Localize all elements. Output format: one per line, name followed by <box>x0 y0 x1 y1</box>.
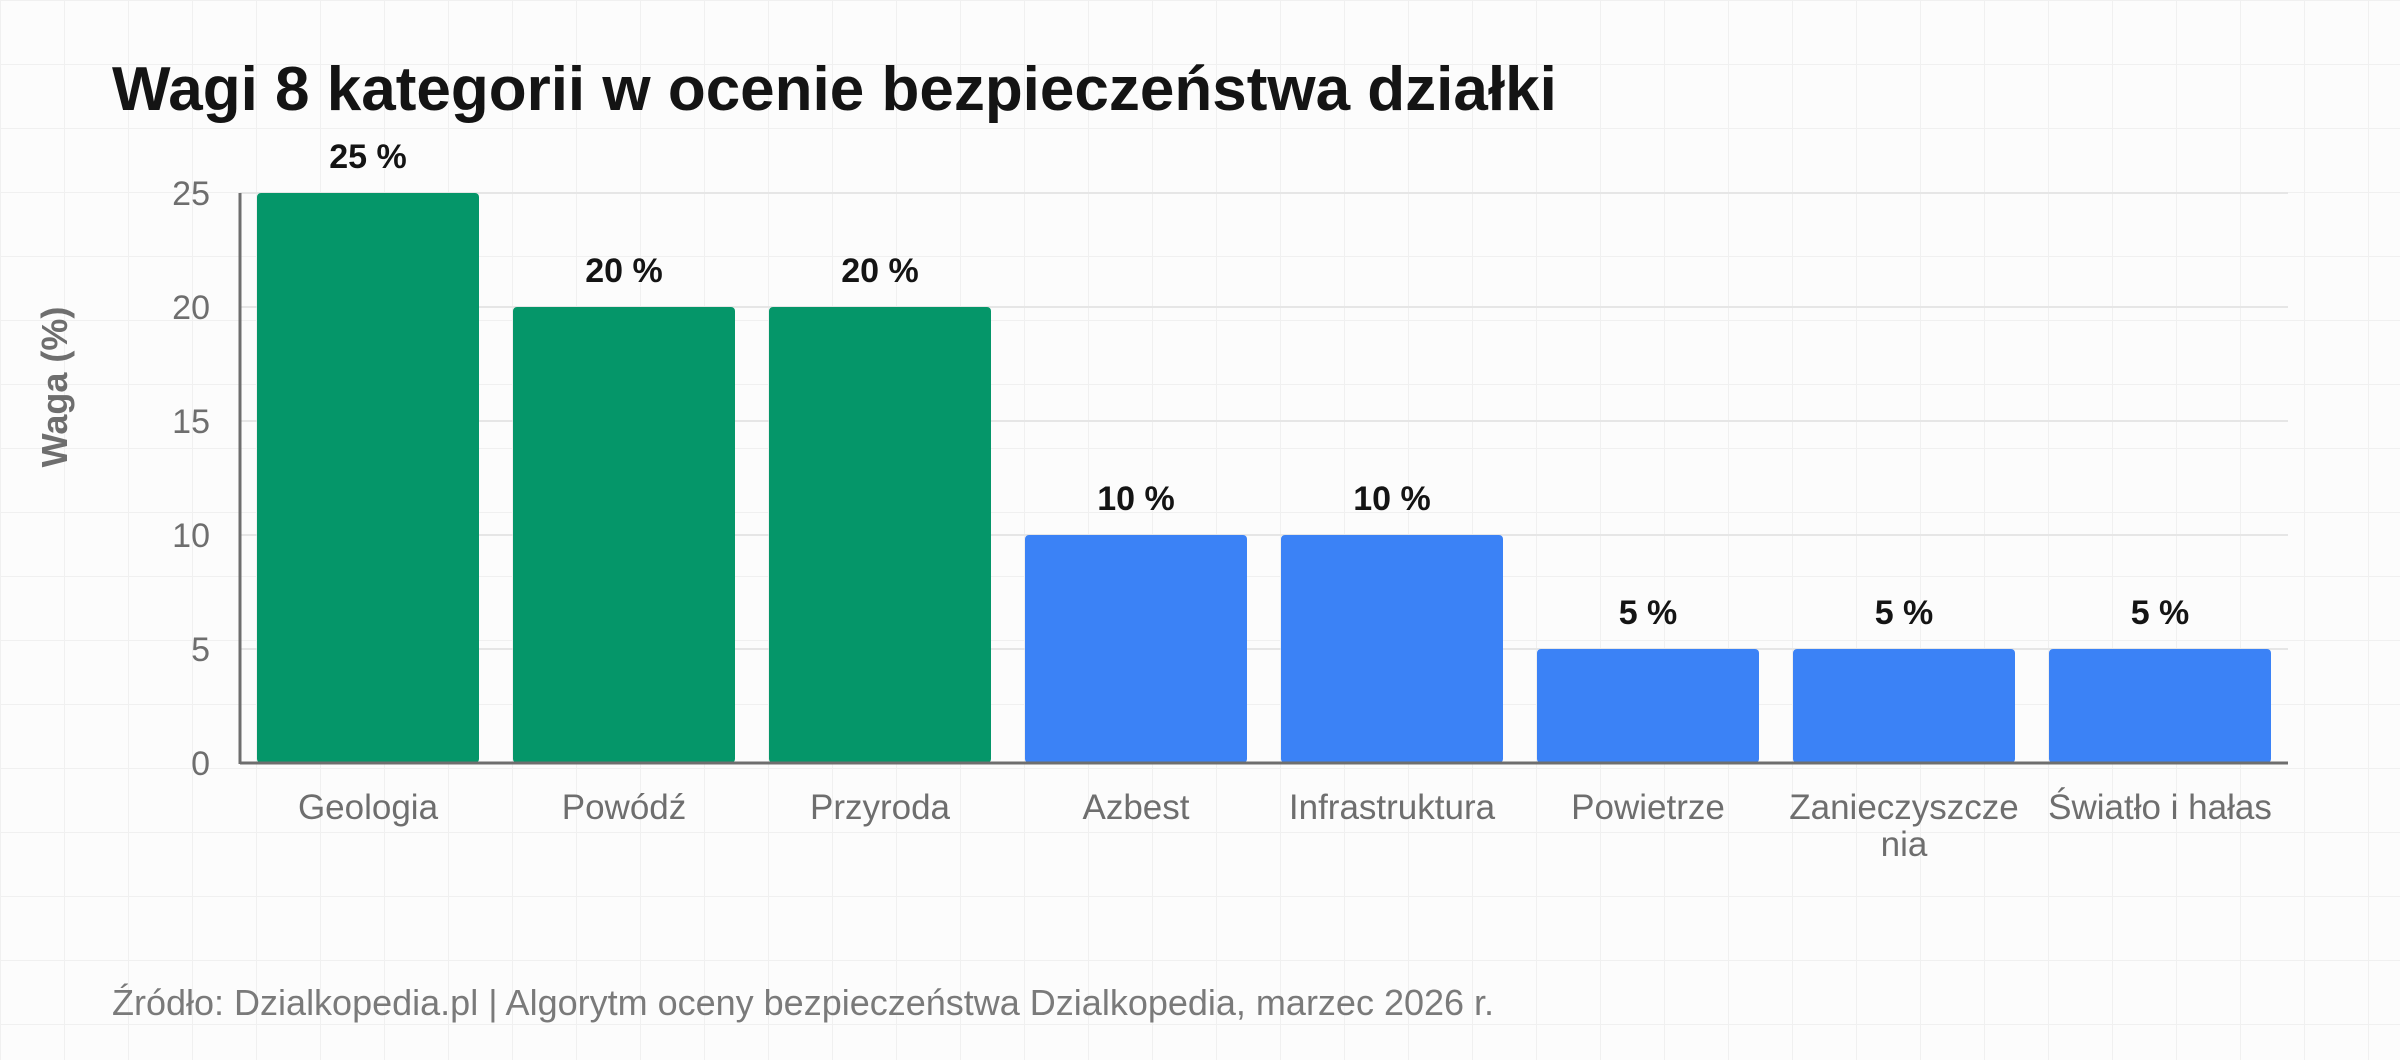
bar <box>1281 535 1503 763</box>
data-label: 10 % <box>1353 480 1431 518</box>
y-tick-label: 10 <box>172 517 210 555</box>
data-label: 5 % <box>1619 594 1678 632</box>
bar <box>2049 649 2271 763</box>
bar <box>257 193 479 763</box>
y-tick-label: 25 <box>172 175 210 213</box>
bar <box>1025 535 1247 763</box>
x-tick-label: Powietrze <box>1571 788 1725 827</box>
x-tick-label: Zanieczyszcze nia <box>1789 788 2019 864</box>
bar <box>1537 649 1759 763</box>
x-tick-label-line: Przyroda <box>810 788 951 827</box>
y-tick-label: 15 <box>172 403 210 441</box>
bar <box>513 307 735 763</box>
x-tick-label: Infrastruktura <box>1289 788 1496 827</box>
data-label: 5 % <box>1875 594 1934 632</box>
data-label: 5 % <box>2131 594 2190 632</box>
source-note: Źródło: Dzialkopedia.pl | Algorytm oceny… <box>112 982 1495 1023</box>
x-tick-label-line: nia <box>1881 825 1928 864</box>
data-label: 20 % <box>585 252 663 290</box>
y-tick-label: 20 <box>172 289 210 327</box>
bar <box>769 307 991 763</box>
data-label: 20 % <box>841 252 919 290</box>
x-tick-label-line: Powietrze <box>1571 788 1725 827</box>
x-tick-label: Azbest <box>1083 788 1190 827</box>
chart-title: Wagi 8 kategorii w ocenie bezpieczeństwa… <box>112 55 1557 124</box>
x-tick-label-line: Powódź <box>562 788 687 827</box>
y-tick-label: 0 <box>191 745 210 783</box>
x-tick-label: Powódź <box>562 788 687 827</box>
x-tick-label: Geologia <box>298 788 439 827</box>
bar <box>1793 649 2015 763</box>
x-tick-label: Światło i hałas <box>2048 787 2272 827</box>
data-label: 25 % <box>329 138 407 176</box>
data-label: 10 % <box>1097 480 1175 518</box>
x-tick-label-line: Azbest <box>1083 788 1190 827</box>
x-tick-label-line: Infrastruktura <box>1289 788 1496 827</box>
x-tick-label-line: Światło i hałas <box>2048 787 2272 827</box>
y-tick-label: 5 <box>191 631 210 669</box>
x-tick-label-line: Zanieczyszcze <box>1789 788 2019 827</box>
x-tick-label-line: Geologia <box>298 788 439 827</box>
y-axis-title: Waga (%) <box>34 307 75 468</box>
x-tick-label: Przyroda <box>810 788 951 827</box>
